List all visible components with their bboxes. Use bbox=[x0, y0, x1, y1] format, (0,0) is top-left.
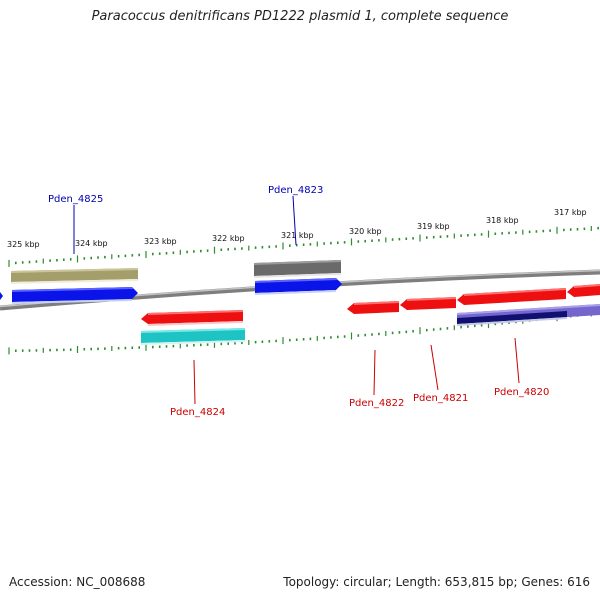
kbp-label-318: 318 kbp bbox=[486, 216, 519, 225]
upper-tick-track bbox=[8, 226, 599, 267]
reverse-features bbox=[141, 284, 600, 345]
lower-tick-track bbox=[8, 311, 599, 355]
gene-label-pden-4825[interactable]: Pden_4825 bbox=[48, 194, 103, 205]
topology-summary: Topology: circular; Length: 653,815 bp; … bbox=[283, 575, 590, 589]
leader-pden-4822 bbox=[373, 349, 376, 396]
feature-navy-bar[interactable] bbox=[457, 311, 567, 324]
gene-label-pden-4821[interactable]: Pden_4821 bbox=[413, 393, 468, 404]
cds-arrow-edge[interactable] bbox=[0, 292, 3, 300]
kbp-label-319: 319 kbp bbox=[417, 222, 450, 231]
accession-label: Accession: NC_008688 bbox=[9, 575, 146, 589]
leader-pden-4820 bbox=[514, 337, 520, 384]
kbp-label-324: 324 kbp bbox=[75, 239, 108, 248]
leader-pden-4824 bbox=[193, 359, 196, 405]
gene-label-pden-4823[interactable]: Pden_4823 bbox=[268, 185, 323, 196]
kbp-label-323: 323 kbp bbox=[144, 237, 177, 246]
map-title: Paracoccus denitrificans PD1222 plasmid … bbox=[91, 9, 509, 24]
gene-label-pden-4822[interactable]: Pden_4822 bbox=[349, 398, 404, 409]
kbp-label-320: 320 kbp bbox=[349, 227, 382, 236]
gene-label-pden-4820[interactable]: Pden_4820 bbox=[494, 387, 549, 398]
leader-pden-4821 bbox=[430, 344, 439, 391]
kbp-label-317: 317 kbp bbox=[554, 208, 587, 217]
cds-arrow-pden-4820[interactable] bbox=[457, 288, 566, 305]
leader-pden-4823 bbox=[292, 195, 297, 246]
kbp-label-322: 322 kbp bbox=[212, 234, 245, 243]
forward-features bbox=[0, 260, 342, 304]
kbp-label-321: 321 kbp bbox=[281, 231, 314, 240]
kbp-label-325: 325 kbp bbox=[7, 240, 40, 249]
gene-label-pden-4824[interactable]: Pden_4824 bbox=[170, 407, 225, 418]
